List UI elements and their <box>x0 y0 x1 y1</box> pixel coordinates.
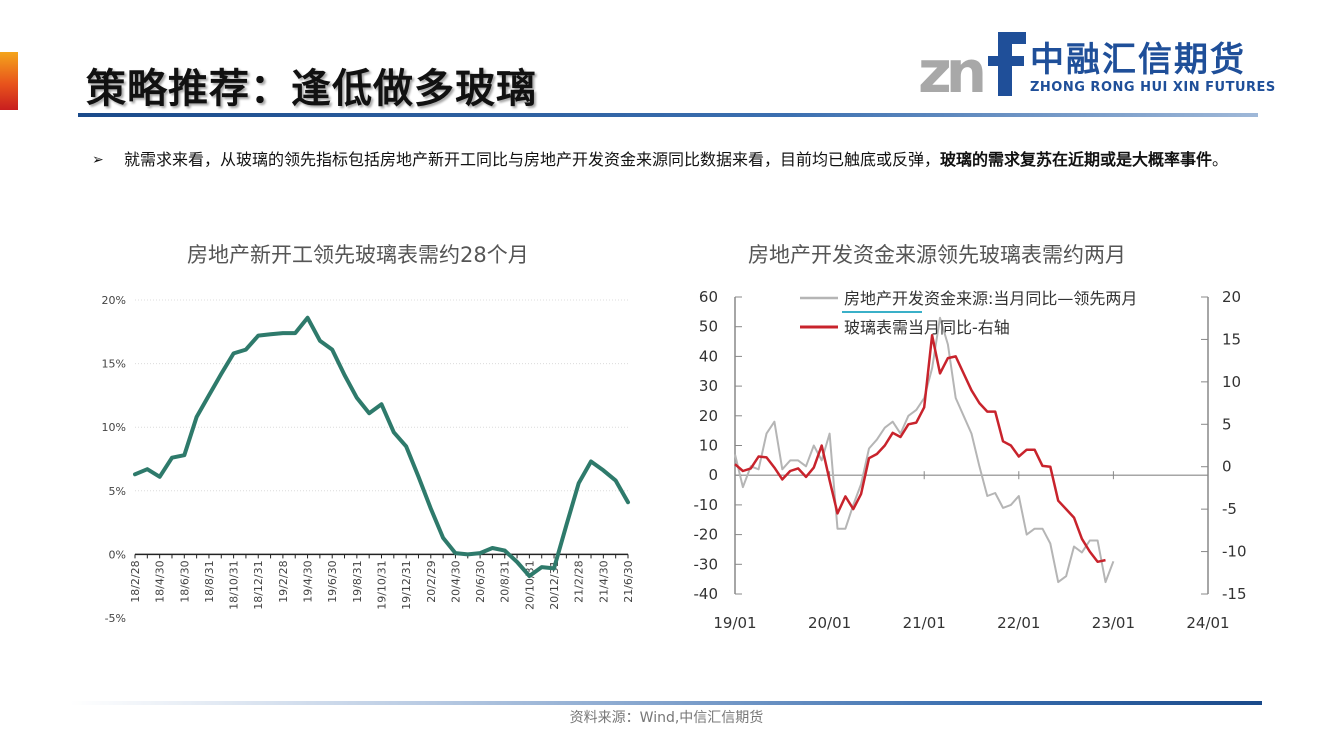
chart2-left-tick-label: 50 <box>699 318 718 336</box>
chart1-y-tick-label: 5% <box>109 485 126 498</box>
chart1-title: 房地产新开工领先玻璃表需约28个月 <box>187 243 529 267</box>
chart2-right-tick-label: 15 <box>1222 330 1241 348</box>
chart1-x-tick-label: 18/10/31 <box>228 560 241 609</box>
chart1-series-line <box>133 315 630 578</box>
bullet-text: 就需求来看，从玻璃的领先指标包括房地产新开工同比与房地产开发资金来源同比数据来看… <box>124 150 941 169</box>
chart1-x-tick-label: 18/4/30 <box>154 560 167 602</box>
chart1-x-tick-label: 21/6/30 <box>622 560 635 602</box>
chart1-x-tick-label: 20/12/31 <box>548 560 561 609</box>
chart2-right-tick-label: 10 <box>1222 373 1241 391</box>
title-divider <box>78 113 1258 117</box>
chart1-x-tick-label: 18/2/28 <box>129 560 142 602</box>
chart1-y-tick-label: 10% <box>102 421 126 434</box>
chart2-legend-red-label: 玻璃表需当月同比-右轴 <box>844 318 1010 337</box>
znf-logo-icon: zn <box>918 32 1026 100</box>
chart1-x-tick-label: 21/4/30 <box>597 560 610 602</box>
chart2-right-tick-label: 0 <box>1222 458 1232 476</box>
chart2-x-tick-label: 23/01 <box>1092 614 1135 632</box>
chart1-x-tick-label: 20/8/31 <box>499 560 512 602</box>
chart2-left-tick-label: 40 <box>699 347 718 365</box>
chart1-x-tick-label: 18/6/30 <box>178 560 191 602</box>
chart2-left-tick-label: -40 <box>694 585 719 603</box>
chart1-x-tick-label: 19/8/31 <box>351 560 364 602</box>
svg-text:zn: zn <box>918 38 983 100</box>
bullet-end: 。 <box>1212 150 1229 169</box>
chart1-x-tick-label: 19/2/28 <box>277 560 290 602</box>
chart2-right-tick-label: 5 <box>1222 415 1232 433</box>
chart2-x-tick-label: 21/01 <box>903 614 946 632</box>
chart2-left-tick-label: 60 <box>699 288 718 306</box>
chart2-series-red-line <box>734 333 1106 564</box>
chart1-x-tick-label: 19/6/30 <box>326 560 339 602</box>
chart2-left-tick-label: -20 <box>694 526 719 544</box>
chart2-left-tick-label: 10 <box>699 437 718 455</box>
footer-divider <box>70 701 1262 705</box>
chart2-left-tick-label: -30 <box>694 555 719 573</box>
chart2-left-tick-label: -10 <box>694 496 719 514</box>
chart1-y-tick-label: -5% <box>105 612 126 625</box>
logo-english-name: ZHONG RONG HUI XIN FUTURES <box>1030 80 1276 95</box>
chart2-right-tick-label: 20 <box>1222 288 1241 306</box>
title-accent-bar <box>0 52 18 110</box>
arrow-bullet-icon: ➢ <box>92 152 104 168</box>
chart1-x-tick-label: 19/4/30 <box>302 560 315 602</box>
chart2-left-tick-label: 30 <box>699 377 718 395</box>
chart1-x-tick-label: 20/6/30 <box>474 560 487 602</box>
logo-chinese-name: 中融汇信期货 <box>1030 40 1246 80</box>
chart1-x-tick-label: 19/12/31 <box>400 560 413 609</box>
chart2-x-tick-label: 19/01 <box>713 614 756 632</box>
chart2-right-tick-label: -10 <box>1222 543 1247 561</box>
chart2-left-tick-label: 0 <box>708 466 718 484</box>
data-source-note: 资料来源：Wind,中信汇信期货 <box>569 710 764 726</box>
chart1-y-tick-label: 15% <box>102 358 126 371</box>
chart2-x-tick-label: 20/01 <box>808 614 851 632</box>
chart1-y-tick-label: 0% <box>109 548 126 561</box>
chart2-x-tick-label: 24/01 <box>1186 614 1229 632</box>
chart1-x-tick-label: 20/2/29 <box>425 560 438 602</box>
chart1-y-tick-label: 20% <box>102 294 126 307</box>
chart2-x-tick-label: 22/01 <box>997 614 1040 632</box>
chart1-x-tick-label: 18/12/31 <box>252 560 265 609</box>
company-logo: zn 中融汇信期货 ZHONG RONG HUI XIN FUTURES <box>918 26 1275 100</box>
chart2-series-gray-line <box>734 316 1115 584</box>
chart2-legend-gray-label: 房地产开发资金来源:当月同比—领先两月 <box>844 289 1137 308</box>
chart2-right-tick-label: -5 <box>1222 500 1237 518</box>
chart2-right-tick-label: -15 <box>1222 585 1247 603</box>
bullet-paragraph: ➢ 就需求来看，从玻璃的领先指标包括房地产新开工同比与房地产开发资金来源同比数据… <box>92 144 1262 176</box>
chart1-x-tick-label: 18/8/31 <box>203 560 216 602</box>
bullet-highlight: 玻璃的需求复苏在近期或是大概率事件 <box>940 150 1213 169</box>
chart2-title: 房地产开发资金来源领先玻璃表需约两月 <box>748 243 1126 267</box>
page-title: 策略推荐：逢低做多玻璃 <box>86 65 537 112</box>
chart2-left-tick-label: 20 <box>699 407 718 425</box>
chart1-x-tick-label: 19/10/31 <box>376 560 389 609</box>
chart1-x-tick-label: 20/4/30 <box>449 560 462 602</box>
chart1-x-tick-label: 21/2/28 <box>573 560 586 602</box>
